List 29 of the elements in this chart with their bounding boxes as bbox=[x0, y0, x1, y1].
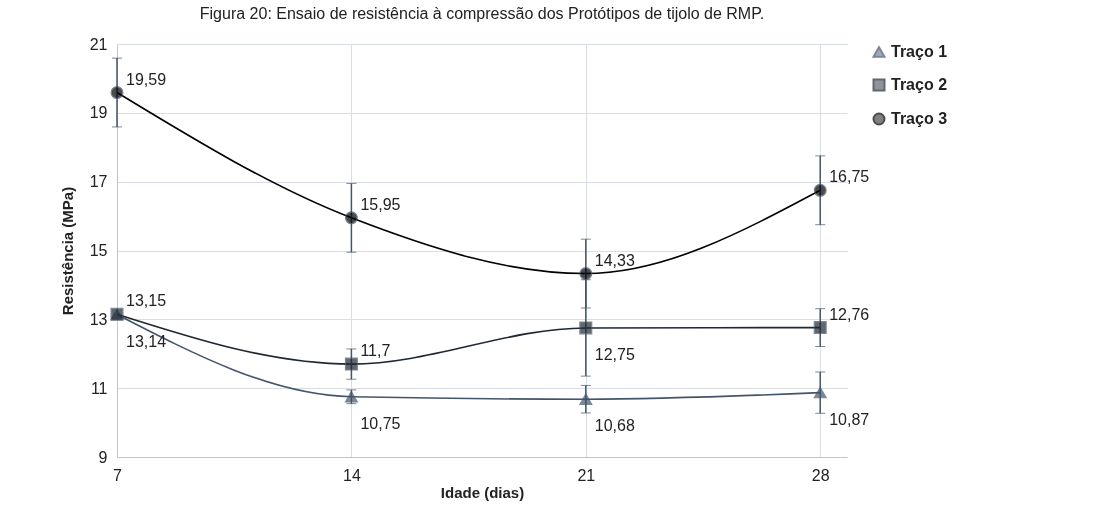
data-label: 14,33 bbox=[594, 251, 635, 269]
y-tick-label: 19 bbox=[89, 104, 108, 122]
chart-title: Figura 20: Ensaio de resistência à compressão dos Protótipos de tijolo de RMP. bbox=[199, 5, 765, 22]
legend-label: Traço 2 bbox=[891, 76, 948, 93]
data-label: 15,95 bbox=[360, 195, 401, 213]
y-tick-label: 11 bbox=[90, 379, 108, 397]
legend-label: Traço 1 bbox=[891, 43, 948, 60]
y-tick-label: 15 bbox=[89, 242, 108, 259]
data-label: 19,59 bbox=[126, 70, 167, 88]
data-label: 10,87 bbox=[829, 410, 870, 428]
data-label: 16,75 bbox=[829, 168, 870, 186]
x-tick-label: 7 bbox=[113, 466, 123, 484]
x-axis-title: Idade (dias) bbox=[440, 483, 525, 501]
data-label: 13,15 bbox=[126, 292, 167, 310]
x-tick-label: 28 bbox=[811, 466, 830, 484]
y-tick-label: 21 bbox=[89, 35, 108, 53]
data-label: 12,75 bbox=[594, 345, 635, 363]
y-tick-label: 17 bbox=[89, 173, 108, 191]
data-label: 10,68 bbox=[594, 417, 635, 435]
y-tick-label: 13 bbox=[89, 310, 108, 328]
data-label: 13,14 bbox=[126, 332, 167, 350]
x-tick-label: 14 bbox=[343, 466, 361, 484]
data-label: 12,76 bbox=[829, 305, 870, 323]
x-tick-label: 21 bbox=[577, 466, 596, 484]
y-tick-label: 9 bbox=[98, 448, 108, 466]
y-axis-title: Resistência (MPa) bbox=[58, 186, 76, 316]
legend-label: Traço 3 bbox=[891, 110, 948, 127]
data-label: 10,75 bbox=[360, 414, 401, 432]
data-label: 11,7 bbox=[360, 342, 391, 360]
